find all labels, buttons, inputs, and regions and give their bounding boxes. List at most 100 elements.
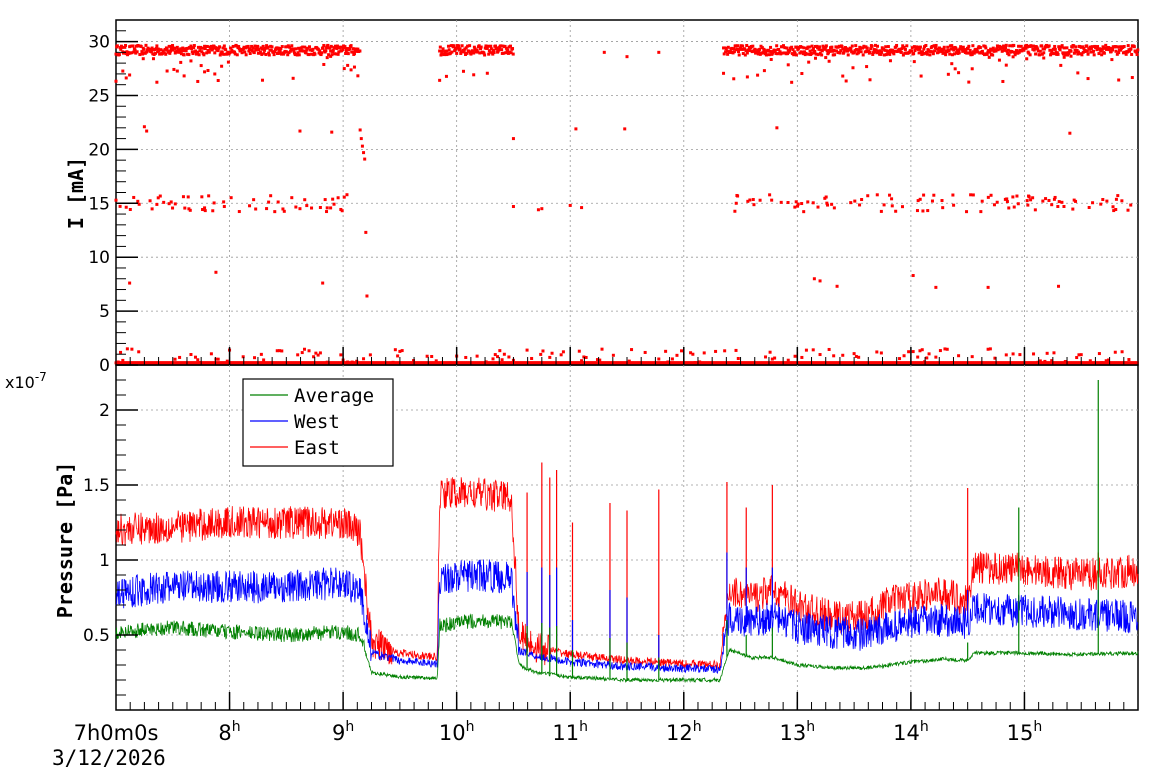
current-point — [350, 50, 354, 54]
current-point — [1082, 47, 1086, 51]
current-point — [318, 49, 322, 53]
current-point — [561, 350, 565, 354]
current-point — [859, 50, 863, 54]
current-point — [263, 48, 267, 52]
current-point — [216, 49, 220, 53]
current-point — [982, 53, 986, 57]
current-point — [176, 48, 180, 52]
current-point — [824, 195, 828, 199]
current-point — [916, 199, 920, 203]
current-point — [343, 45, 347, 49]
current-y-tick-label: 20 — [88, 140, 110, 160]
current-point — [1022, 48, 1026, 52]
current-point — [828, 49, 832, 53]
current-point — [1012, 205, 1016, 209]
current-point — [130, 51, 134, 55]
current-point — [142, 125, 146, 129]
current-point — [338, 45, 342, 49]
current-point — [756, 52, 760, 56]
time-x-tick-suffix: h — [579, 719, 588, 735]
current-point — [189, 44, 193, 48]
current-point — [196, 79, 200, 83]
current-point — [123, 45, 127, 49]
current-point — [918, 45, 922, 49]
current-point — [761, 51, 765, 55]
current-point — [967, 44, 971, 48]
current-point — [764, 355, 768, 359]
current-point — [438, 45, 442, 49]
current-point — [1053, 44, 1057, 48]
current-point — [265, 207, 269, 211]
current-point — [941, 206, 945, 210]
current-point — [1091, 49, 1095, 53]
time-x-tick-label: 15h — [1007, 719, 1043, 745]
current-point — [1120, 199, 1124, 203]
current-point — [1064, 51, 1068, 55]
current-point — [921, 52, 925, 56]
current-point — [1056, 205, 1060, 209]
current-point — [1099, 202, 1103, 206]
current-point — [466, 44, 470, 48]
current-point — [812, 277, 816, 281]
current-point — [858, 203, 862, 207]
current-point — [124, 205, 128, 209]
current-point — [332, 202, 336, 206]
current-point — [276, 46, 280, 50]
current-point — [1072, 44, 1076, 48]
current-point — [479, 45, 483, 49]
current-point — [764, 53, 768, 57]
current-point — [301, 45, 305, 49]
current-point — [931, 52, 935, 56]
current-point — [314, 351, 318, 355]
current-point — [502, 51, 506, 55]
current-point — [1126, 50, 1130, 54]
current-point — [297, 46, 301, 50]
current-point — [362, 151, 366, 155]
current-point — [214, 357, 218, 361]
current-point — [198, 49, 202, 53]
current-point — [483, 53, 487, 57]
current-point — [1097, 52, 1101, 56]
current-point — [808, 49, 812, 53]
current-point — [1135, 53, 1139, 57]
current-point — [745, 75, 749, 79]
current-point — [813, 49, 817, 53]
current-point — [845, 47, 849, 51]
current-point — [201, 46, 205, 50]
current-point — [905, 44, 909, 48]
current-point — [222, 44, 226, 48]
current-point — [818, 45, 822, 49]
current-point — [360, 144, 364, 148]
current-point — [884, 45, 888, 49]
current-point — [879, 209, 883, 213]
current-point — [497, 48, 501, 52]
current-point — [947, 49, 951, 53]
current-point — [368, 353, 372, 357]
current-point — [442, 53, 446, 57]
current-point — [1063, 360, 1067, 364]
current-point — [203, 206, 207, 210]
current-point — [786, 358, 790, 362]
current-point — [259, 352, 263, 356]
current-point — [764, 51, 768, 55]
current-point — [438, 78, 442, 82]
current-point — [508, 44, 512, 48]
current-point — [155, 44, 159, 48]
current-point — [169, 47, 173, 51]
current-point — [502, 352, 506, 356]
current-point — [237, 210, 241, 214]
current-point — [342, 195, 346, 199]
current-point — [137, 202, 141, 206]
current-point — [988, 347, 992, 351]
current-point — [267, 51, 271, 55]
current-point — [205, 44, 209, 48]
current-point — [745, 43, 749, 47]
current-point — [438, 49, 442, 53]
current-point — [770, 198, 774, 202]
current-point — [305, 204, 309, 208]
current-point — [171, 44, 175, 48]
current-point — [931, 50, 935, 54]
current-point — [861, 53, 865, 57]
current-point — [1071, 207, 1075, 211]
current-point — [1016, 202, 1020, 206]
